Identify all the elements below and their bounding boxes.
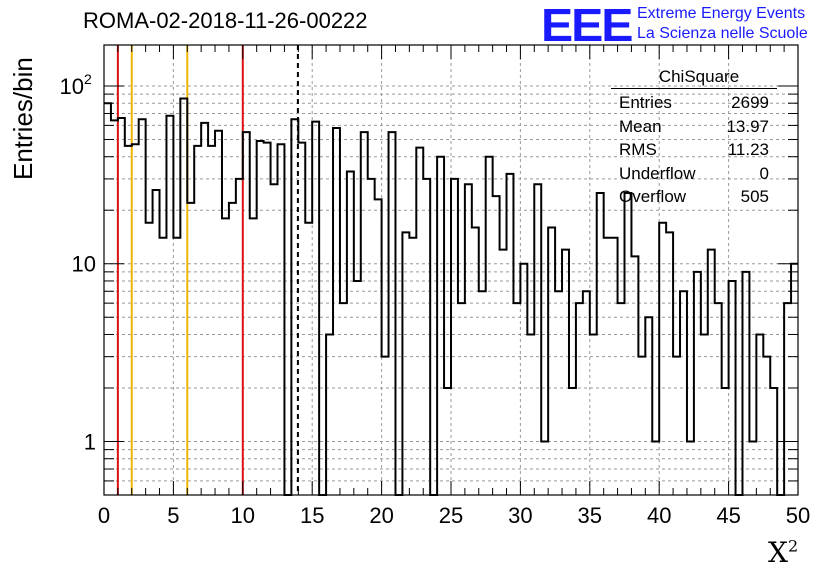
x-axis-label: X2 (768, 536, 798, 569)
x-tick-label: 40 (647, 503, 671, 528)
stats-row: Overflow 505 (611, 185, 777, 209)
x-tick-label: 15 (300, 503, 324, 528)
axis-ticks (103, 45, 799, 496)
marker-lines (116, 45, 299, 495)
y-axis-label: Entries/bin (8, 57, 38, 180)
y-tick-label-sup: 2 (84, 71, 92, 87)
stats-value: 2699 (731, 93, 769, 112)
x-tick-label: 30 (508, 503, 532, 528)
stats-label: Overflow (619, 187, 687, 206)
stats-value: 505 (740, 187, 769, 206)
chart-title: ROMA-02-2018-11-26-00222 (83, 8, 368, 33)
stats-value: 11.23 (727, 140, 769, 159)
x-tick-label: 35 (578, 503, 602, 528)
y-tick-label: 10 (72, 252, 96, 277)
stats-box: ChiSquare Entries 2699 Mean 13.97 RMS 11.23… (611, 66, 777, 209)
x-tick-label: 20 (369, 503, 393, 528)
x-axis-label-text: X (768, 536, 788, 569)
stats-row: Entries 2699 (611, 91, 777, 115)
x-axis-label-sup: 2 (787, 536, 799, 556)
x-tick-label: 0 (98, 503, 110, 528)
stats-label: Underflow (619, 163, 696, 183)
x-tick-label: 25 (439, 503, 463, 528)
y-tick-label: 10 (60, 74, 84, 99)
stats-row: Underflow 0 (611, 162, 777, 186)
stats-title: ChiSquare (658, 67, 740, 86)
logo-line-1: Extreme Energy Events (637, 5, 806, 22)
eee-logo-mark: EEE (541, 0, 633, 51)
x-tick-label: 5 (167, 503, 179, 528)
y-tick-label: 1 (84, 429, 96, 454)
stats-row: Mean 13.97 (611, 115, 777, 139)
x-tick-label: 50 (786, 503, 810, 528)
logo-line-2: La Scienza nelle Scuole (637, 25, 808, 42)
stats-label: Mean (619, 116, 662, 136)
stats-divider (611, 88, 777, 89)
stats-value: 13.97 (726, 116, 769, 136)
x-tick-label: 10 (231, 503, 255, 528)
stats-value: 0 (759, 163, 769, 183)
stats-label: Entries (619, 93, 672, 112)
histogram-series (104, 97, 798, 496)
stats-label: RMS (619, 140, 657, 159)
stats-row: RMS 11.23 (611, 138, 777, 162)
x-tick-label: 45 (716, 503, 740, 528)
